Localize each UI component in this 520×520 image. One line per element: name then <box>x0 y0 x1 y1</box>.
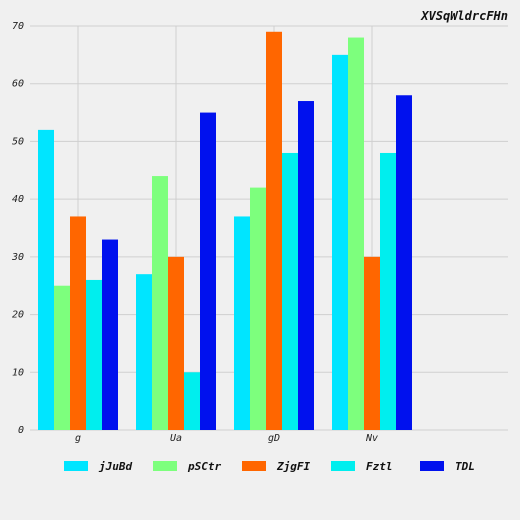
x-tick-label: g <box>75 433 81 444</box>
bar-pSCtr-g <box>54 285 70 430</box>
bar-pSCtr-gD <box>250 187 266 430</box>
legend-label: ZjgFI <box>276 460 310 473</box>
legend-swatch-jJuBd <box>64 461 88 471</box>
y-tick-label: 0 <box>18 425 24 436</box>
bar-Fztl-g <box>86 279 102 430</box>
legend-swatch-TDL <box>420 461 444 471</box>
x-tick-label: gD <box>268 433 280 444</box>
bar-Fztl-gD <box>282 152 298 430</box>
bar-pSCtr-Nv <box>348 37 364 431</box>
x-tick-label: Ua <box>170 433 182 444</box>
bar-TDL-Ua <box>200 112 216 431</box>
bar-Fztl-Nv <box>380 152 396 430</box>
legend-swatch-Fztl <box>331 461 355 471</box>
bar-TDL-Nv <box>396 95 412 430</box>
bar-ZjgFI-Ua <box>168 256 184 430</box>
bar-jJuBd-Nv <box>332 54 348 430</box>
legend-label: TDL <box>455 460 475 473</box>
chart-title: XVSqWldrcFHn <box>420 9 508 23</box>
bar-ZjgFI-Nv <box>364 256 380 430</box>
y-tick-label: 30 <box>11 252 24 263</box>
x-axis-ticks: g Ua gD Nv <box>75 433 378 444</box>
y-tick-label: 20 <box>12 310 24 321</box>
bar-ZjgFI-gD <box>266 31 282 431</box>
bar-jJuBd-gD <box>234 216 250 430</box>
bar-TDL-gD <box>298 101 314 431</box>
y-axis-ticks: 0 10 20 30 40 50 60 70 <box>11 21 24 436</box>
legend-swatch-pSCtr <box>153 461 177 471</box>
y-tick-label: 50 <box>12 136 24 147</box>
legend-label: jJuBd <box>98 460 132 473</box>
legend: jJuBd pSCtr ZjgFI Fztl TDL <box>64 460 475 473</box>
bar-pSCtr-Ua <box>152 176 168 430</box>
legend-swatch-ZjgFI <box>242 461 266 471</box>
legend-label: Fztl <box>366 460 393 473</box>
bar-jJuBd-Ua <box>136 274 152 430</box>
x-tick-label: Nv <box>365 433 378 444</box>
y-tick-label: 40 <box>12 194 24 205</box>
y-tick-label: 60 <box>12 79 24 90</box>
bar-Fztl-Ua <box>184 372 200 430</box>
bar-ZjgFI-g <box>70 216 86 430</box>
bar-jJuBd-g <box>38 129 54 430</box>
bars <box>38 31 412 431</box>
bar-TDL-g <box>102 239 118 430</box>
y-tick-label: 70 <box>12 21 24 32</box>
y-tick-label: 10 <box>12 367 24 378</box>
legend-label: pSCtr <box>187 460 221 473</box>
